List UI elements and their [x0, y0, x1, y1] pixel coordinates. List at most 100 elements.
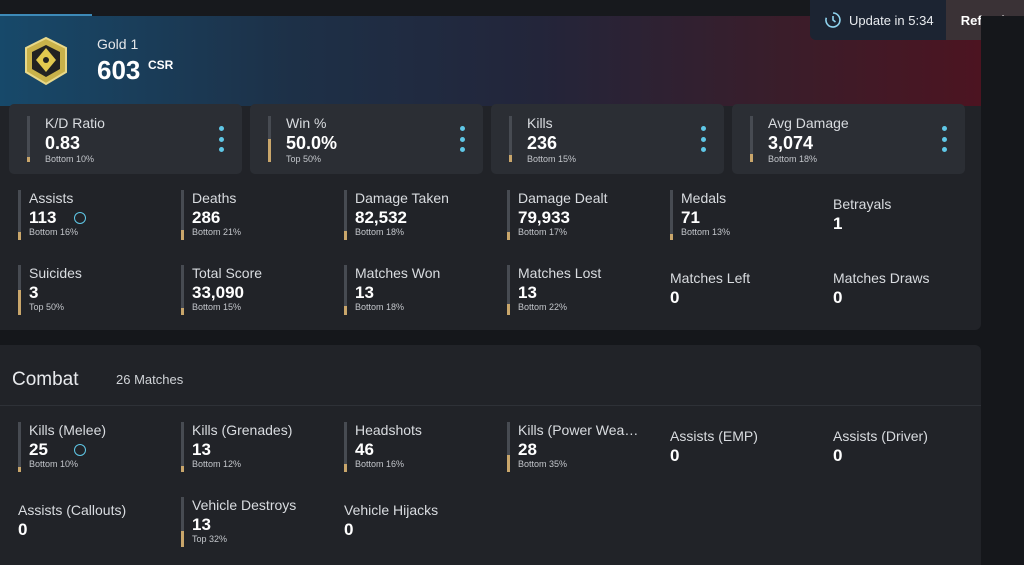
stat-value: 0	[833, 446, 843, 465]
percentile-bar	[181, 422, 184, 472]
stat-value: 3,074	[768, 133, 814, 153]
info-ring-icon[interactable]	[74, 212, 86, 224]
percentile-bar	[670, 190, 673, 240]
stat-card-win-percent: Win % 50.0% Top 50%	[250, 104, 483, 174]
percentile-bar	[27, 116, 30, 162]
percentile-bar	[750, 116, 753, 162]
stat-value: 28	[518, 440, 537, 459]
stat-label: Assists (Callouts)	[18, 502, 127, 518]
rank-emblem-icon	[22, 36, 70, 86]
stat-value: 0	[670, 446, 680, 465]
percentile-bar	[344, 190, 347, 240]
stat-percentile: Bottom 21%	[192, 227, 242, 237]
stat-value: 0	[670, 288, 680, 307]
csr-unit: CSR	[148, 58, 174, 72]
more-options-icon[interactable]	[456, 126, 468, 152]
stat-label: Vehicle Hijacks	[344, 502, 439, 518]
top-tab-bar	[0, 0, 1024, 16]
stat-card-kd-ratio: K/D Ratio 0.83 Bottom 10%	[9, 104, 242, 174]
stat-label: Damage Dealt	[518, 190, 608, 206]
stat-value: 13	[518, 283, 537, 302]
stat-percentile: Top 50%	[286, 154, 322, 164]
stat-matches-lost: Matches Lost 13 Bottom 22%	[507, 265, 657, 319]
percentile-bar	[268, 116, 271, 162]
stat-label: Matches Draws	[833, 270, 930, 286]
stat-label: Kills	[527, 115, 553, 131]
combat-panel: Combat 26 Matches Kills (Melee) 25 Botto…	[0, 345, 981, 565]
match-count: 26 Matches	[116, 372, 184, 387]
stat-matches-draws: Matches Draws 0	[833, 270, 981, 310]
stat-kills-grenades: Kills (Grenades) 13 Bottom 12%	[181, 422, 331, 476]
update-timer: Update in 5:34	[810, 0, 946, 40]
percentile-bar	[507, 422, 510, 472]
rank-name: Gold 1	[97, 36, 139, 52]
stat-value: 71	[681, 208, 700, 227]
stat-percentile: Bottom 18%	[768, 154, 818, 164]
stat-percentile: Bottom 35%	[518, 459, 568, 469]
stat-label: Kills (Power Wea…	[518, 422, 639, 438]
percentile-bar	[507, 190, 510, 240]
stat-label: Assists	[29, 190, 74, 206]
stat-label: Assists (EMP)	[670, 428, 758, 444]
stat-label: Assists (Driver)	[833, 428, 928, 444]
combat-header: Combat 26 Matches	[0, 345, 981, 406]
percentile-bar	[181, 265, 184, 315]
stat-percentile: Bottom 12%	[192, 459, 242, 469]
info-ring-icon[interactable]	[74, 444, 86, 456]
stat-assists-emp: Assists (EMP) 0	[670, 428, 820, 468]
stat-value: 13	[355, 283, 374, 302]
stat-percentile: Bottom 10%	[29, 459, 79, 469]
percentile-bar	[181, 190, 184, 240]
stat-damage-taken: Damage Taken 82,532 Bottom 18%	[344, 190, 494, 244]
stat-label: Total Score	[192, 265, 263, 281]
stat-label: Avg Damage	[768, 115, 849, 131]
stat-value: 0	[344, 520, 354, 539]
stat-value: 0.83	[45, 133, 81, 153]
stat-percentile: Bottom 18%	[355, 302, 405, 312]
stat-label: Matches Left	[670, 270, 751, 286]
percentile-bar	[18, 265, 21, 315]
stat-label: Deaths	[192, 190, 237, 206]
stat-value: 113	[29, 208, 57, 227]
stat-assists-driver: Assists (Driver) 0	[833, 428, 981, 468]
stat-card-kills: Kills 236 Bottom 15%	[491, 104, 724, 174]
stat-label: Kills (Grenades)	[192, 422, 293, 438]
overview-panel: Gold 1 603 CSR K/D Ratio 0.83 Bottom 10%…	[0, 16, 981, 330]
stat-percentile: Bottom 10%	[45, 154, 95, 164]
stat-damage-dealt: Damage Dealt 79,933 Bottom 17%	[507, 190, 657, 244]
csr-value: 603	[97, 55, 141, 85]
stat-matches-won: Matches Won 13 Bottom 18%	[344, 265, 494, 319]
stat-assists: Assists 113 Bottom 16%	[18, 190, 168, 244]
percentile-bar	[344, 422, 347, 472]
more-options-icon[interactable]	[215, 126, 227, 152]
stat-label: Matches Lost	[518, 265, 602, 281]
stat-deaths: Deaths 286 Bottom 21%	[181, 190, 331, 244]
stat-total-score: Total Score 33,090 Bottom 15%	[181, 265, 331, 319]
active-tab-indicator	[0, 14, 92, 16]
more-options-icon[interactable]	[938, 126, 950, 152]
stat-percentile: Bottom 16%	[29, 227, 79, 237]
stat-value: 46	[355, 440, 374, 459]
stat-value: 13	[192, 515, 211, 534]
stat-card-avg-damage: Avg Damage 3,074 Bottom 18%	[732, 104, 965, 174]
stat-value: 50.0%	[286, 133, 338, 153]
more-options-icon[interactable]	[697, 126, 709, 152]
percentile-bar	[18, 422, 21, 472]
stat-value: 236	[527, 133, 558, 153]
stat-percentile: Bottom 18%	[355, 227, 405, 237]
percentile-bar	[344, 265, 347, 315]
stat-label: Betrayals	[833, 196, 892, 212]
stat-value: 0	[18, 520, 28, 539]
stat-label: Kills (Melee)	[29, 422, 107, 438]
stat-assists-callouts: Assists (Callouts) 0	[18, 502, 168, 542]
stat-label: Matches Won	[355, 265, 441, 281]
stat-value: 0	[833, 288, 843, 307]
stat-matches-left: Matches Left 0	[670, 270, 820, 310]
stat-percentile: Bottom 16%	[355, 459, 405, 469]
stat-value: 25	[29, 440, 48, 459]
stat-label: Suicides	[29, 265, 82, 281]
percentile-bar	[181, 497, 184, 547]
update-text: Update in 5:34	[849, 12, 934, 28]
stat-kills-power-weapons: Kills (Power Wea… 28 Bottom 35%	[507, 422, 657, 476]
percentile-bar	[509, 116, 512, 162]
